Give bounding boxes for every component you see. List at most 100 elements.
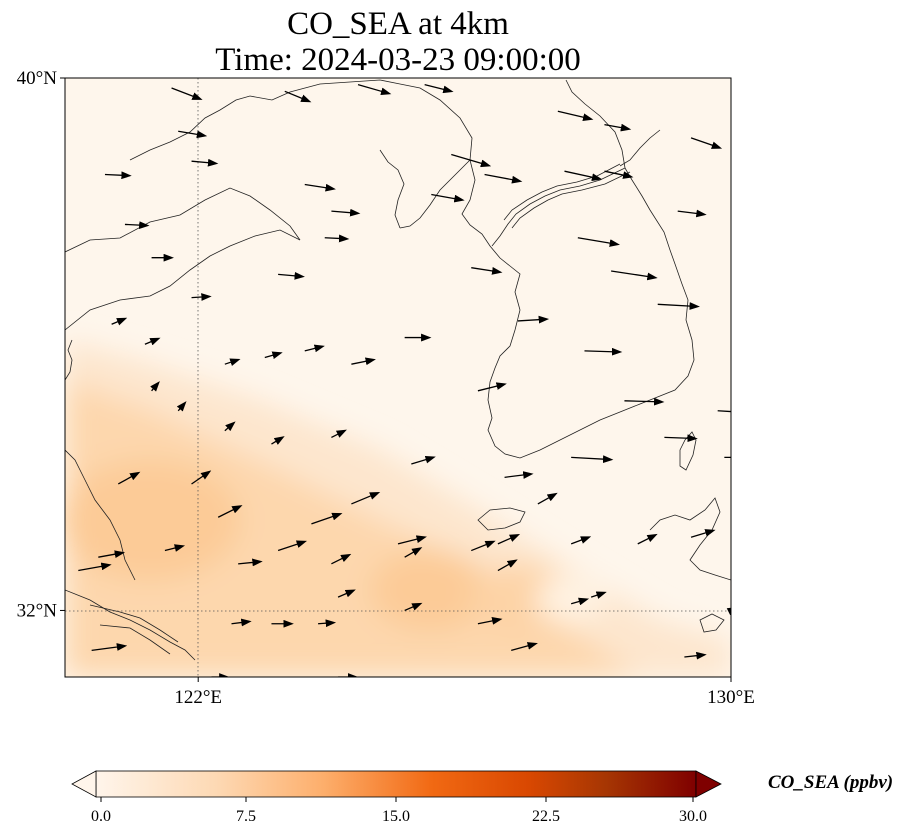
wind-arrow (191, 470, 212, 485)
wind-arrow (324, 234, 350, 243)
wind-arrow (311, 512, 343, 525)
wind-arrow (564, 170, 603, 182)
wind-arrow (690, 137, 723, 149)
wind-arrow (331, 429, 347, 438)
coastlines (65, 79, 731, 661)
map-title-line-1: CO_SEA at 4km (287, 6, 509, 42)
wind-arrow (690, 529, 716, 538)
wind-arrow (404, 602, 423, 612)
map-area (65, 78, 731, 677)
wind-arrow (404, 547, 423, 558)
colorbar-tick-label: 0.0 (91, 808, 111, 825)
wind-arrow (717, 410, 731, 413)
wind-arrow (604, 170, 634, 179)
wind-arrow (584, 347, 623, 356)
wind-arrow (451, 153, 492, 168)
colorbar-gradient (95, 770, 697, 798)
wind-arrow (91, 643, 128, 652)
wind-arrow (111, 317, 128, 326)
axis-ticks: 122°E 130°E 40°N 32°N (17, 68, 755, 708)
wind-arrow (471, 267, 503, 275)
wind-arrow (471, 540, 496, 552)
wind-arrow (78, 562, 112, 572)
wind-arrow (224, 421, 236, 432)
wind-arrow (424, 84, 454, 94)
wind-arrow (191, 293, 212, 301)
wind-arrow (484, 173, 523, 184)
wind-arrow (271, 436, 285, 445)
wind-arrow (98, 550, 126, 559)
wind-arrow (657, 302, 700, 310)
concentration-plume-south (370, 550, 490, 630)
colorbar-extend-min (71, 770, 97, 798)
wind-arrow (117, 471, 141, 485)
wind-arrow (477, 617, 503, 625)
wind-arrow (677, 209, 707, 218)
wind-arrow (178, 130, 208, 139)
colorbar-tick-label: 22.5 (532, 808, 560, 825)
wind-arrow (171, 87, 203, 100)
wind-arrow (726, 607, 731, 616)
wind-arrow (397, 535, 427, 545)
wind-arrow (284, 90, 312, 103)
wind-arrow (604, 123, 632, 132)
wind-arrow (331, 553, 352, 565)
wind-arrow (277, 540, 307, 552)
wind-arrow (104, 171, 132, 180)
map-frame (64, 77, 732, 678)
wind-arrow (477, 382, 507, 392)
map-title-line-2: Time: 2024-03-23 09:00:00 (215, 42, 581, 78)
wind-arrow (144, 337, 161, 346)
wind-arrow (217, 505, 243, 518)
wind-arrow (351, 491, 381, 505)
wind-arrow (497, 534, 521, 545)
x-tick-label: 122°E (174, 687, 222, 708)
x-tick-label: 130°E (707, 687, 755, 708)
wind-arrow (611, 270, 658, 281)
colorbar-ticks: 0.0 7.5 15.0 22.5 30.0 (91, 797, 707, 825)
y-tick-label: 40°N (17, 68, 58, 89)
wind-arrow (238, 558, 263, 567)
colorbar: 0.0 7.5 15.0 22.5 30.0 CO_SEA (ppbv) (71, 770, 893, 825)
wind-arrow (431, 193, 465, 203)
wind-arrow (351, 357, 376, 366)
colorbar-tick-label: 15.0 (382, 808, 410, 825)
wind-arrow (504, 471, 534, 479)
wind-arrow (278, 271, 305, 280)
wind-arrow (411, 455, 436, 465)
wind-arrow (150, 381, 160, 392)
colorbar-tick-label: 7.5 (236, 808, 256, 825)
wind-arrow (511, 642, 538, 652)
wind-arrow (331, 208, 361, 217)
wind-arrow (304, 344, 325, 353)
wind-arrow (264, 351, 283, 360)
wind-arrow (624, 397, 665, 406)
colorbar-tick-label: 30.0 (679, 808, 707, 825)
wind-vectors (78, 84, 731, 677)
wind-arrow (357, 84, 392, 96)
wind-arrow (637, 533, 658, 545)
wind-arrow (224, 358, 241, 366)
wind-arrow (537, 492, 558, 505)
wind-arrow (191, 158, 219, 167)
wind-arrow (517, 315, 550, 324)
wind-arrow (497, 559, 518, 572)
wind-arrow (337, 589, 356, 598)
wind-arrow (231, 618, 252, 627)
wind-arrow (557, 110, 594, 122)
gridlines (65, 78, 731, 677)
wind-arrow (304, 183, 336, 192)
wind-arrow (164, 544, 186, 552)
wind-arrow (577, 237, 620, 247)
wind-arrow (664, 434, 698, 443)
wind-arrow (570, 536, 592, 545)
colorbar-title: CO_SEA (ppbv) (768, 772, 893, 793)
wind-arrow (571, 455, 614, 464)
y-tick-label: 32°N (17, 600, 58, 621)
wind-arrow (176, 401, 187, 412)
colorbar-extend-max (695, 770, 722, 798)
wind-arrow (124, 221, 150, 230)
wind-arrow (318, 619, 337, 628)
concentration-plume-southwest (65, 460, 240, 580)
